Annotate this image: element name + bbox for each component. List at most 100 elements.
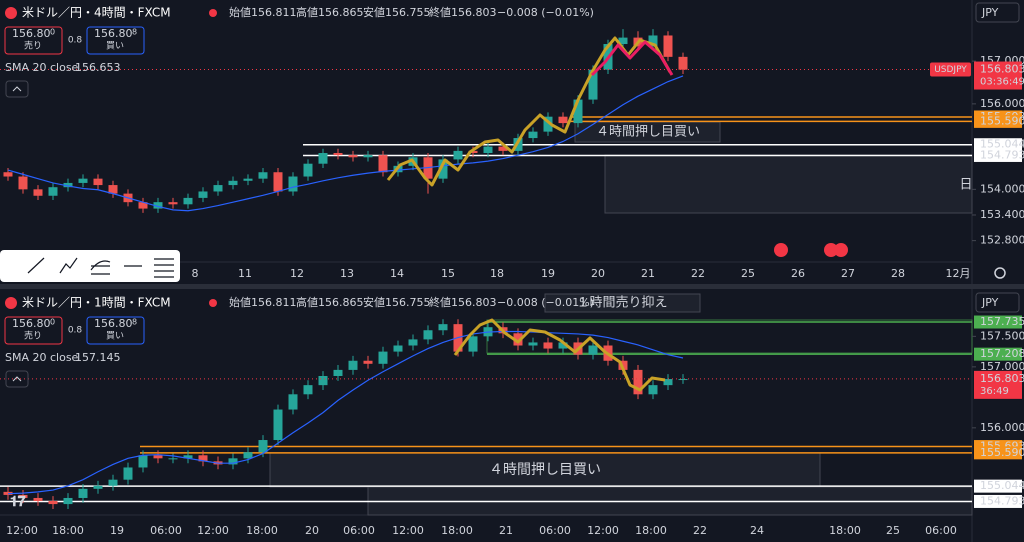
drawing-toolbar[interactable] bbox=[0, 250, 180, 282]
candle-body bbox=[558, 342, 568, 349]
labels-layer: 米ドル／円・4時間・FXCM 始値 156.811 高値 156.865 安値 156.75… bbox=[4, 2, 1024, 537]
candle-body bbox=[108, 479, 118, 486]
candle-body bbox=[243, 178, 253, 181]
path-icon[interactable] bbox=[59, 257, 78, 274]
candle-body bbox=[408, 339, 418, 346]
candle-body bbox=[33, 189, 43, 196]
indicator-value: 157.145 bbox=[75, 351, 121, 364]
x-tick-label: 21 bbox=[499, 524, 513, 537]
candle-body bbox=[153, 455, 163, 459]
ohlc-value: 156.755 bbox=[385, 296, 431, 309]
candle-body bbox=[138, 455, 148, 468]
x-tick-label: 06:00 bbox=[343, 524, 375, 537]
price-tag-value: 156.803 bbox=[980, 63, 1024, 76]
candle-body bbox=[138, 202, 148, 209]
candle-body bbox=[153, 202, 163, 209]
settings-icon[interactable] bbox=[994, 267, 1006, 279]
candle-body bbox=[363, 360, 373, 364]
sell-button[interactable] bbox=[4, 316, 63, 345]
level-label: 155.590 bbox=[980, 114, 1024, 127]
sell-button[interactable] bbox=[4, 26, 63, 55]
annotation: 日 bbox=[959, 178, 972, 193]
candle-body bbox=[663, 379, 673, 386]
ohlc-label: 高値 bbox=[296, 295, 318, 309]
change: −0.008 (−0.01%) bbox=[497, 296, 594, 309]
x-tick-label: 06:00 bbox=[150, 524, 182, 537]
drawings bbox=[386, 36, 674, 392]
toolbar[interactable] bbox=[0, 250, 180, 282]
y-tick-label: 157.000 bbox=[980, 360, 1024, 373]
x-tick-label: 18:00 bbox=[246, 524, 278, 537]
collapse-button[interactable] bbox=[5, 80, 29, 98]
level-tag bbox=[974, 479, 1022, 493]
x-tick-label: 26 bbox=[791, 267, 805, 280]
candle-body bbox=[273, 409, 283, 441]
x-tick-label: 22 bbox=[691, 267, 705, 280]
level-label: 155.044 bbox=[980, 138, 1024, 151]
collapse-button[interactable] bbox=[5, 370, 29, 388]
candle-body bbox=[348, 360, 358, 370]
zone-box bbox=[544, 293, 701, 313]
candle-body bbox=[348, 155, 358, 158]
change: −0.008 (−0.01%) bbox=[497, 6, 594, 19]
candle-body bbox=[543, 342, 553, 349]
lines-icon[interactable] bbox=[154, 258, 174, 278]
x-tick-label: 25 bbox=[741, 267, 755, 280]
chevron bbox=[12, 376, 22, 382]
candle-body bbox=[558, 116, 568, 124]
x-tick-label: 18:00 bbox=[635, 524, 667, 537]
candle-body bbox=[438, 159, 448, 179]
candle-body bbox=[378, 155, 388, 173]
x-tick-label: 24 bbox=[750, 524, 764, 537]
candle-body bbox=[543, 116, 553, 132]
market-status bbox=[209, 299, 217, 307]
sell-price: 156.80 bbox=[12, 27, 51, 40]
level-label: 154.793 bbox=[980, 494, 1024, 507]
level-label: 155.044 bbox=[980, 479, 1024, 492]
candle-body bbox=[378, 351, 388, 364]
candle-body bbox=[588, 345, 598, 355]
buy-button[interactable] bbox=[86, 316, 145, 345]
x-tick-label: 13 bbox=[340, 267, 354, 280]
sell-label: 売り bbox=[24, 40, 42, 52]
data-layer bbox=[0, 29, 976, 509]
spread: 0.8 bbox=[68, 36, 83, 46]
x-tick-label: 11 bbox=[238, 267, 252, 280]
x-tick-label: 20 bbox=[305, 524, 319, 537]
ohlc-label: 終値 bbox=[429, 5, 451, 19]
level-label: 157.735 bbox=[980, 315, 1024, 328]
candle-body bbox=[528, 342, 538, 346]
level-tag bbox=[974, 315, 1022, 329]
candle-body bbox=[423, 330, 433, 340]
buy-pip: 8 bbox=[132, 318, 137, 327]
currency-button[interactable] bbox=[975, 292, 1020, 313]
zigzag bbox=[590, 40, 674, 77]
candle-body bbox=[108, 185, 118, 194]
symbol-tag bbox=[930, 62, 971, 77]
event-flag bbox=[824, 243, 838, 257]
candle-body bbox=[618, 37, 628, 45]
candle-body bbox=[363, 155, 373, 158]
x-tick-label: 18:00 bbox=[52, 524, 84, 537]
buy-button[interactable] bbox=[86, 26, 145, 55]
event-icons bbox=[774, 243, 848, 257]
y-tick-label: 156.000 bbox=[980, 421, 1024, 434]
candle-body bbox=[333, 153, 343, 156]
ohlc-value: 156.803 bbox=[451, 296, 497, 309]
candle-body bbox=[183, 197, 193, 205]
sell-pip: 0 bbox=[50, 28, 55, 37]
candle-body bbox=[258, 172, 268, 179]
level-label: 155.590 bbox=[980, 446, 1024, 459]
symbol-flag bbox=[5, 297, 17, 309]
x-tick-label: 15 bbox=[441, 267, 455, 280]
currency-button[interactable] bbox=[975, 2, 1020, 23]
chevron bbox=[12, 86, 22, 92]
level-tag bbox=[974, 148, 1022, 162]
ohlc-label: 始値 bbox=[229, 5, 251, 19]
ohlc-value: 156.865 bbox=[318, 6, 364, 19]
event-flag bbox=[834, 243, 848, 257]
trend-line-icon[interactable] bbox=[27, 257, 45, 274]
candle-body bbox=[393, 345, 403, 352]
candle-body bbox=[183, 455, 193, 459]
fib-icon[interactable] bbox=[90, 260, 111, 275]
